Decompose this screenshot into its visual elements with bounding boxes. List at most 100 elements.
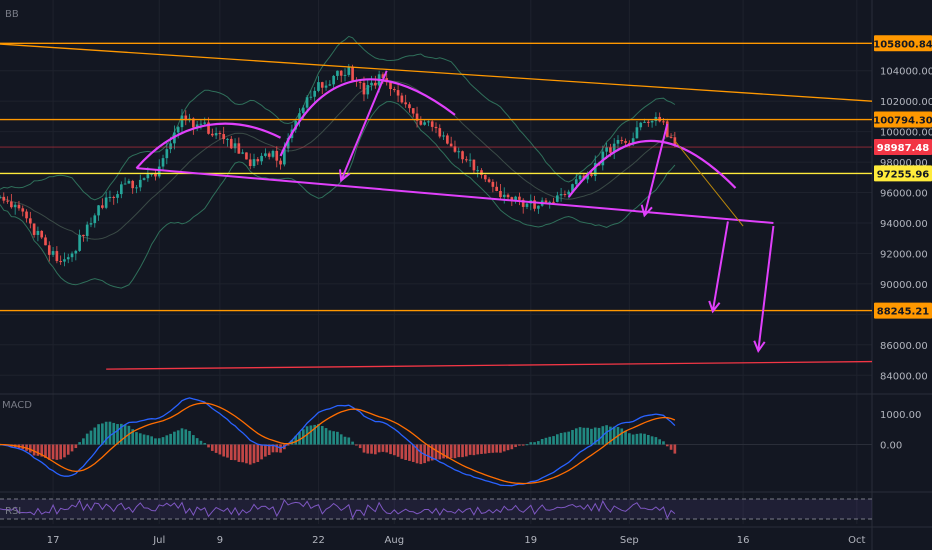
candle-body-123 bbox=[465, 159, 468, 161]
macd-histogram-bar-68 bbox=[256, 444, 260, 462]
time-tick-label-6: Sep bbox=[620, 535, 639, 546]
macd-histogram-bar-65 bbox=[245, 444, 248, 464]
macd-pane[interactable]: 0.00 1000.00 bbox=[0, 397, 921, 487]
macd-histogram-bar-174 bbox=[658, 439, 662, 445]
candle-body-134 bbox=[506, 194, 510, 198]
candle-body-41 bbox=[154, 173, 157, 177]
price-level-badge-4 bbox=[874, 302, 932, 319]
macd-histogram-bar-66 bbox=[248, 444, 252, 465]
macd-histogram-bar-110 bbox=[415, 444, 419, 464]
macd-histogram-bar-101 bbox=[381, 444, 385, 452]
candle-body-106 bbox=[400, 95, 404, 103]
time-tick-label-4: Aug bbox=[385, 535, 405, 546]
candle-body-164 bbox=[620, 140, 624, 142]
candle-body-17 bbox=[63, 259, 66, 262]
price-level-badge-label-2: 98987.48 bbox=[877, 143, 930, 154]
price-level-badge-label-3: 97255.96 bbox=[877, 169, 930, 180]
candle-body-82 bbox=[309, 96, 313, 98]
macd-histogram-bar-171 bbox=[646, 434, 650, 445]
macd-histogram-bar-50 bbox=[188, 430, 191, 445]
macd-histogram-bar-131 bbox=[495, 444, 498, 453]
macd-histogram-bar-177 bbox=[669, 444, 673, 450]
macd-histogram-bar-108 bbox=[408, 444, 411, 461]
macd-histogram-bar-33 bbox=[123, 424, 127, 445]
macd-histogram-bar-43 bbox=[161, 437, 165, 445]
macd-histogram-bar-72 bbox=[271, 444, 275, 453]
candle-body-92 bbox=[347, 66, 351, 75]
trendline-1 bbox=[106, 360, 873, 370]
macd-histogram-bar-141 bbox=[533, 442, 536, 445]
candle-body-122 bbox=[461, 151, 464, 160]
drop-arrow-head-0 bbox=[339, 169, 351, 183]
macd-histogram-bar-69 bbox=[260, 444, 263, 460]
candle-body-105 bbox=[396, 90, 400, 96]
macd-indicator-label[interactable]: MACD bbox=[2, 400, 32, 411]
candle-body-25 bbox=[93, 215, 97, 224]
candle-body-131 bbox=[495, 186, 498, 191]
candle-body-68 bbox=[256, 159, 260, 162]
candle-body-112 bbox=[423, 122, 426, 125]
macd-line bbox=[0, 397, 676, 487]
candle-body-121 bbox=[457, 151, 461, 153]
candle-body-97 bbox=[366, 85, 370, 95]
macd-histogram-bar-31 bbox=[116, 424, 119, 445]
macd-histogram-bar-143 bbox=[540, 438, 544, 445]
candle-body-65 bbox=[245, 152, 248, 160]
candle-body-117 bbox=[442, 135, 445, 137]
macd-histogram-bar-139 bbox=[525, 444, 529, 446]
time-axis[interactable]: 17 Jul 9 22 Aug 19 Sep 16 Oct bbox=[47, 535, 866, 546]
macd-histogram-bar-85 bbox=[320, 426, 324, 445]
macd-histogram-bar-140 bbox=[529, 442, 533, 445]
candle-body-9 bbox=[32, 223, 36, 235]
macd-histogram-bar-164 bbox=[620, 428, 624, 445]
macd-histogram-bar-26 bbox=[97, 424, 100, 445]
macd-histogram-bar-24 bbox=[89, 430, 93, 445]
candle-body-60 bbox=[226, 138, 229, 140]
candle-body-80 bbox=[301, 107, 305, 114]
drop-arrow-head-1 bbox=[640, 204, 653, 218]
macd-histogram-bar-173 bbox=[654, 437, 658, 445]
candle-body-58 bbox=[218, 133, 222, 135]
candle-body-11 bbox=[40, 230, 44, 238]
rsi-pane[interactable] bbox=[0, 498, 872, 520]
bb-indicator-label[interactable]: BB bbox=[5, 9, 19, 20]
candle-body-26 bbox=[97, 205, 100, 216]
macd-histogram-bar-37 bbox=[138, 433, 142, 445]
macd-histogram-bar-53 bbox=[199, 440, 203, 445]
candle-body-16 bbox=[59, 261, 62, 263]
macd-histogram-bar-70 bbox=[264, 444, 267, 457]
macd-histogram-bar-97 bbox=[366, 444, 370, 454]
macd-histogram-bar-106 bbox=[400, 444, 404, 459]
macd-histogram-bar-16 bbox=[59, 444, 62, 460]
candle-body-47 bbox=[176, 127, 180, 133]
signal-line bbox=[0, 402, 676, 485]
candle-body-176 bbox=[665, 121, 669, 137]
macd-histogram-bar-32 bbox=[119, 423, 123, 445]
candle-body-20 bbox=[74, 250, 78, 254]
candle-body-35 bbox=[131, 180, 135, 189]
candle-body-30 bbox=[112, 196, 116, 198]
candle-body-163 bbox=[616, 140, 620, 144]
candle-body-175 bbox=[662, 121, 665, 123]
macd-histogram-bar-57 bbox=[214, 444, 218, 453]
candle-body-40 bbox=[150, 173, 153, 175]
candle-body-156 bbox=[590, 174, 593, 176]
rsi-indicator-label[interactable]: RSI bbox=[5, 506, 21, 517]
macd-histogram-bar-61 bbox=[229, 444, 233, 461]
candle-body-49 bbox=[184, 115, 188, 121]
macd-histogram-bar-113 bbox=[427, 444, 430, 462]
macd-histogram-bar-90 bbox=[339, 434, 343, 445]
price-level-badge-label-1: 100794.30 bbox=[873, 116, 932, 127]
macd-histogram-bar-154 bbox=[582, 427, 586, 445]
time-tick-label-5: 19 bbox=[524, 535, 537, 546]
candle-body-66 bbox=[248, 159, 252, 167]
macd-histogram-bar-95 bbox=[358, 444, 362, 449]
macd-histogram-bar-134 bbox=[506, 444, 510, 451]
neckline bbox=[136, 167, 774, 224]
macd-histogram-bar-88 bbox=[332, 431, 335, 445]
candle-body-87 bbox=[328, 84, 332, 86]
price-tick-label-9: 102000.00 bbox=[880, 97, 932, 108]
candle-body-151 bbox=[571, 184, 574, 192]
